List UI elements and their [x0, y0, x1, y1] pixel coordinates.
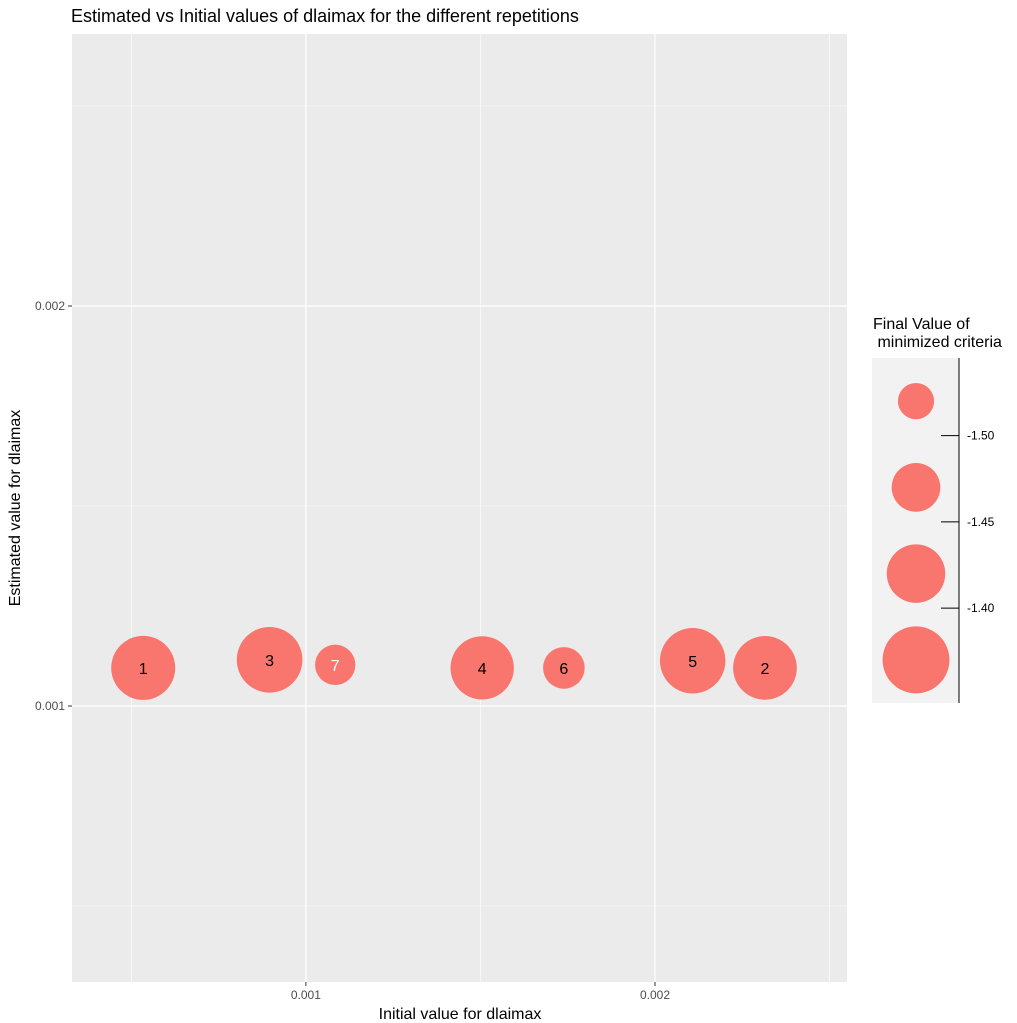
data-point [450, 636, 514, 700]
point-label: 4 [478, 661, 487, 678]
x-tick-label: 0.001 [291, 988, 321, 1002]
legend-key-circle [891, 463, 941, 512]
data-point [236, 626, 303, 693]
y-tick-label: 0.002 [35, 299, 65, 313]
grid-lines [72, 34, 847, 982]
legend-tick-label: -1.40 [967, 601, 995, 615]
x-tick-label: 0.002 [640, 988, 670, 1002]
data-point [111, 635, 176, 700]
legend-title: minimized criteria [873, 334, 1002, 351]
point-label: 3 [265, 653, 274, 670]
chart-title: Estimated vs Initial values of dlaimax f… [71, 6, 579, 26]
legend-key-circle [882, 626, 950, 694]
plot-panel [72, 34, 847, 982]
point-label: 1 [139, 661, 148, 678]
point-label: 5 [688, 654, 697, 671]
legend-tick-label: -1.45 [967, 515, 995, 529]
point-label: 6 [559, 661, 568, 678]
y-axis-title: Estimated value for dlaimax [7, 410, 24, 607]
axes: 0.001 0.002 0.001 0.002 [35, 299, 670, 1002]
data-point [733, 636, 797, 700]
data-point [543, 647, 585, 689]
legend-tick-label: -1.50 [967, 429, 995, 443]
size-legend: Final Value of minimized criteria -1.50 -1… [872, 316, 1002, 703]
legend-key-circle [886, 544, 946, 603]
point-label: 7 [331, 658, 340, 675]
point-label: 2 [761, 661, 770, 678]
legend-key-circle [897, 383, 935, 420]
x-axis-title: Initial value for dlaimax [379, 1006, 542, 1023]
data-point [659, 628, 726, 694]
data-points: 1 2 3 4 5 6 7 [111, 626, 797, 700]
data-point [315, 644, 356, 686]
legend-title: Final Value of [873, 316, 970, 333]
y-tick-label: 0.001 [35, 699, 65, 713]
